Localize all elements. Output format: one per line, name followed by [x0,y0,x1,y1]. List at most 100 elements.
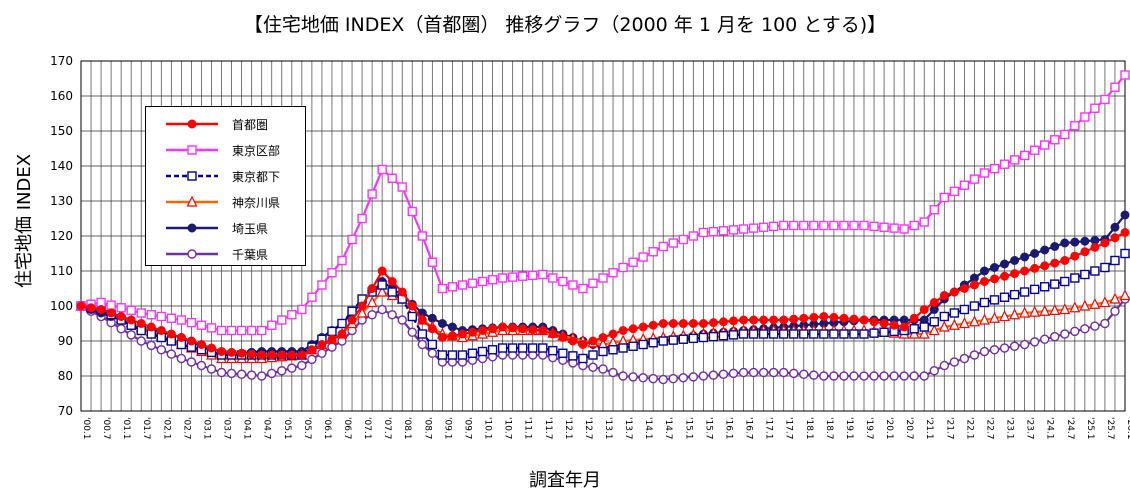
data-point-marker [869,371,879,381]
data-point-marker [1080,269,1090,280]
data-point-marker [356,306,368,318]
data-point-marker [518,324,528,334]
data-point-marker [789,314,799,324]
data-point-marker [1019,150,1030,161]
data-point-marker [708,370,719,380]
data-point-marker [307,292,317,302]
legend-label: 神奈川県 [232,196,281,210]
data-point-marker [307,345,317,355]
x-tick-label: '15.1 [683,417,693,440]
data-point-marker [919,371,929,381]
y-tick-label: 130 [50,194,73,208]
data-point-marker [76,301,86,311]
data-point-marker [357,213,367,224]
data-point-marker [437,283,448,294]
data-point-marker [227,347,237,357]
x-axis-label: 調査年月 [529,470,601,491]
data-point-marker [287,363,297,373]
data-point-marker [186,195,198,207]
data-point-marker [728,368,739,379]
x-tick-label: '20.7 [904,417,914,440]
data-point-marker [1090,266,1100,276]
data-point-marker [588,362,598,372]
data-point-marker [1110,255,1120,266]
x-tick-label: '02.1 [161,417,171,440]
data-point-marker [909,371,919,381]
data-point-marker [1120,248,1130,259]
data-point-marker [778,367,789,378]
data-point-marker [958,317,970,329]
data-point-marker [638,373,648,383]
data-point-marker [979,266,989,276]
data-point-marker [1039,282,1050,292]
data-point-marker [166,329,176,339]
data-point-marker [1060,276,1070,287]
legend-swatch [166,223,218,233]
data-point-marker [598,346,608,357]
data-point-marker [908,327,920,339]
x-tick-label: '18.7 [824,417,834,440]
data-point-marker [166,349,177,359]
data-point-marker [849,371,859,381]
data-point-marker [658,241,668,252]
data-point-marker [1039,334,1050,344]
data-point-marker [698,371,709,381]
data-point-marker [678,319,688,328]
data-point-marker [1100,238,1110,248]
data-point-marker [136,308,146,318]
x-tick-label: '24.1 [1045,417,1055,440]
data-point-marker [367,284,377,293]
x-tick-label: '04.1 [242,417,252,440]
data-point-marker [929,317,939,327]
data-point-marker [959,304,970,315]
data-point-marker [1060,129,1070,140]
data-point-marker [397,287,407,297]
data-point-marker [789,220,799,231]
data-point-marker [206,364,217,374]
data-point-marker [246,325,257,336]
data-point-marker [287,310,297,320]
data-point-marker [829,312,839,322]
data-point-marker [708,226,719,237]
data-point-marker [799,369,809,379]
data-point-marker [748,329,759,339]
x-tick-label: '16.7 [744,417,754,440]
data-point-marker [507,343,518,353]
data-point-marker [517,271,528,281]
data-point-marker [929,205,939,215]
chart-title: 【住宅地価 INDEX（首都圏） 推移グラフ（2000 年 1 月を 100 と… [243,14,887,36]
y-tick-label: 170 [50,54,73,68]
y-tick-label: 70 [58,404,73,418]
data-point-marker [1059,303,1071,315]
data-point-marker [477,276,488,287]
series-6 [76,294,1130,385]
data-point-marker [909,324,919,334]
x-tick-label: '25.1 [1085,417,1095,440]
data-point-marker [1009,341,1020,351]
data-point-marker [939,192,950,203]
x-tick-label: '25.7 [1105,417,1115,440]
data-point-marker [1110,233,1120,243]
data-point-marker [447,331,457,341]
data-point-marker [919,217,929,227]
data-point-marker [1100,94,1110,105]
series-lines [75,70,1130,385]
data-point-marker [1070,273,1080,283]
data-point-marker [849,220,859,231]
data-point-marker [628,341,638,351]
data-point-marker [839,313,849,323]
legend-label: 東京都下 [232,170,281,184]
data-point-marker [1050,135,1060,145]
data-point-marker [538,343,548,353]
y-tick-label: 150 [50,124,73,138]
x-tick-label: '23.7 [1025,417,1035,440]
data-point-marker [267,350,277,360]
data-point-marker [668,238,678,248]
data-point-marker [237,348,247,358]
data-point-marker [799,329,809,339]
x-tick-label: '01.1 [121,417,131,440]
legend-item: 神奈川県 [146,189,307,215]
data-point-marker [959,284,969,293]
data-point-marker [978,313,990,325]
x-tick-label: '26.1 [1125,417,1130,440]
